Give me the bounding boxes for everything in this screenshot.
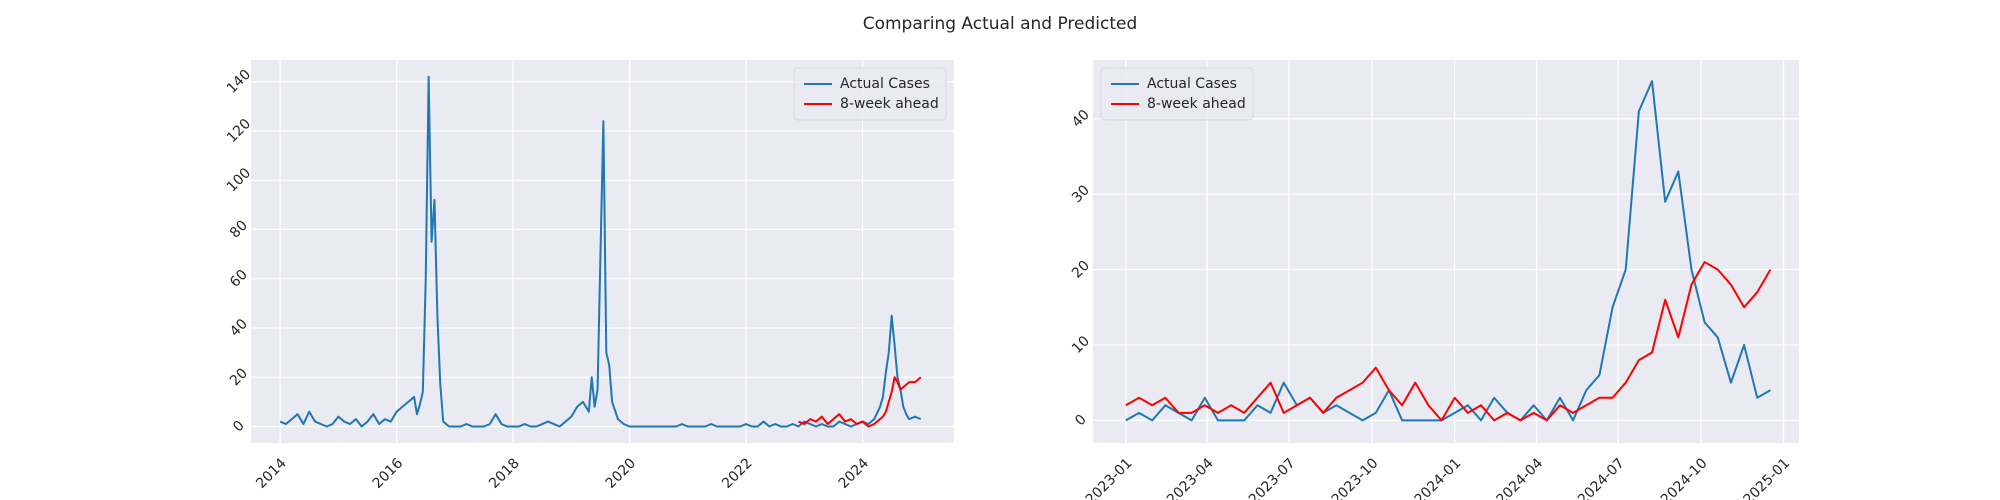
x-tick-label: 2018 xyxy=(486,455,523,492)
y-tick-label: 10 xyxy=(1069,333,1093,357)
x-tick-label: 2024-07 xyxy=(1575,455,1628,500)
x-tick-label: 2023-07 xyxy=(1246,455,1299,500)
y-tick-label: 20 xyxy=(1069,258,1093,282)
x-tick-label: 2024-10 xyxy=(1658,455,1711,500)
x-tick-label: 2024 xyxy=(836,455,873,492)
x-tick-label: 2022 xyxy=(719,455,756,492)
x-tick-label: 2016 xyxy=(370,455,407,492)
x-tick-label: 2023-04 xyxy=(1164,455,1217,500)
legend: Actual Cases 8-week ahead xyxy=(1100,67,1254,121)
y-tick-label: 40 xyxy=(227,316,251,340)
figure-title: Comparing Actual and Predicted xyxy=(863,14,1138,34)
x-tick-label: 2014 xyxy=(253,455,290,492)
x-tick-label: 2024-04 xyxy=(1494,455,1547,500)
x-tick-label: 2023-10 xyxy=(1329,455,1382,500)
y-tick-label: 40 xyxy=(1069,107,1093,131)
y-tick-label: 120 xyxy=(224,116,254,146)
series-line xyxy=(279,75,922,428)
legend-label: Actual Cases xyxy=(840,76,930,92)
series-line xyxy=(1125,80,1771,422)
legend-box xyxy=(1100,67,1254,121)
x-tick-label: 2023-01 xyxy=(1083,455,1136,500)
plot-background xyxy=(1093,60,1799,443)
y-tick-label: 20 xyxy=(227,365,251,389)
y-tick-label: 80 xyxy=(227,217,251,241)
legend-label: Actual Cases xyxy=(1147,76,1237,92)
x-tick-label: 2024-01 xyxy=(1412,455,1465,500)
x-tick-label: 2020 xyxy=(603,455,640,492)
y-tick-label: 100 xyxy=(224,165,254,195)
x-tick-label: 2025-01 xyxy=(1740,455,1793,500)
series-line xyxy=(798,376,922,428)
y-tick-label: 140 xyxy=(224,67,254,97)
y-tick-label: 0 xyxy=(230,418,248,436)
legend: Actual Cases 8-week ahead xyxy=(793,67,947,121)
y-tick-label: 30 xyxy=(1069,182,1093,206)
legend-label: 8-week ahead xyxy=(1147,96,1246,112)
legend-box xyxy=(793,67,947,121)
y-tick-label: 60 xyxy=(227,267,251,291)
series-line xyxy=(1125,261,1772,422)
y-tick-label: 0 xyxy=(1072,412,1090,430)
legend-label: 8-week ahead xyxy=(840,96,939,112)
